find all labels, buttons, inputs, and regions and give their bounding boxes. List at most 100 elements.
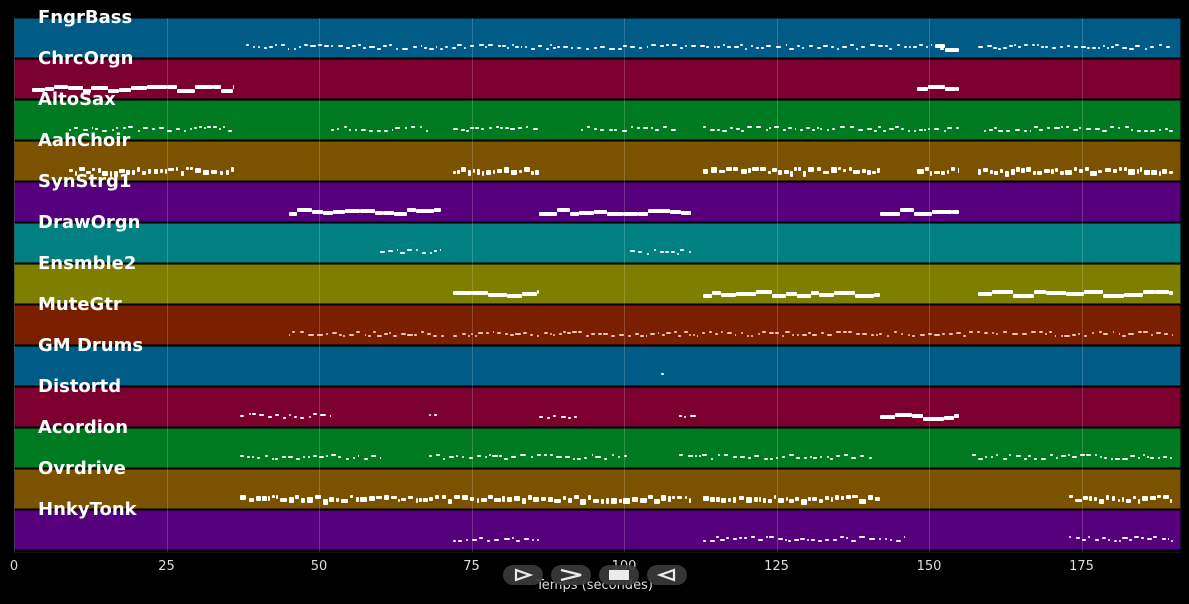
- note-mark: [374, 210, 383, 215]
- note-mark: [533, 496, 539, 502]
- note-mark: [787, 126, 792, 129]
- note-mark: [202, 170, 210, 176]
- note-mark: [434, 207, 441, 212]
- note-mark: [547, 417, 551, 420]
- note-mark: [646, 45, 649, 48]
- play-backward-control[interactable]: [647, 565, 687, 585]
- x-tick-label: 50: [310, 559, 328, 574]
- note-mark: [504, 458, 508, 461]
- note-mark: [924, 128, 927, 131]
- note-mark: [751, 44, 753, 47]
- note-mark: [858, 129, 864, 132]
- note-mark: [812, 456, 817, 459]
- note-mark: [203, 126, 206, 129]
- note-mark: [758, 332, 761, 335]
- note-mark: [1103, 333, 1109, 336]
- note-mark: [1051, 169, 1054, 175]
- note-mark: [781, 334, 785, 337]
- note-mark: [662, 126, 668, 129]
- note-mark: [394, 212, 408, 217]
- note-mark: [877, 44, 883, 47]
- note-mark: [728, 498, 732, 503]
- note-mark: [699, 45, 705, 48]
- note-mark: [534, 169, 539, 175]
- note-mark: [659, 44, 665, 47]
- note-mark: [462, 456, 465, 459]
- note-mark: [831, 497, 834, 503]
- note-mark: [1036, 171, 1043, 176]
- note-mark: [928, 127, 931, 130]
- note-mark: [593, 47, 597, 49]
- note-mark: [344, 125, 347, 128]
- note-mark: [211, 169, 218, 174]
- note-mark: [510, 127, 516, 130]
- note-mark: [537, 44, 543, 47]
- note-mark: [1088, 536, 1091, 538]
- forward-control[interactable]: [551, 565, 591, 585]
- note-mark: [453, 495, 460, 500]
- note-mark: [1153, 535, 1157, 538]
- note-mark: [383, 130, 389, 133]
- note-mark: [303, 44, 308, 47]
- note-mark: [1069, 536, 1072, 539]
- note-mark: [1144, 48, 1148, 51]
- play-forward-control[interactable]: [503, 565, 543, 585]
- note-mark: [859, 455, 865, 458]
- grid-line: [929, 18, 930, 552]
- note-mark: [472, 169, 475, 174]
- note-mark: [835, 455, 840, 458]
- note-mark: [916, 168, 924, 174]
- note-mark: [684, 45, 688, 48]
- note-mark: [267, 496, 271, 502]
- note-mark: [717, 46, 720, 49]
- note-mark: [1143, 129, 1149, 132]
- note-mark: [320, 413, 326, 416]
- note-mark: [1140, 166, 1143, 172]
- note-mark: [452, 47, 456, 50]
- note-mark: [885, 537, 888, 540]
- note-mark: [537, 334, 539, 337]
- note-mark: [841, 495, 844, 500]
- note-mark: [272, 494, 275, 498]
- note-mark: [599, 46, 605, 49]
- note-mark: [137, 167, 140, 173]
- note-mark: [904, 536, 906, 539]
- note-mark: [638, 47, 643, 50]
- note-mark: [397, 498, 401, 502]
- note-mark: [878, 126, 881, 129]
- note-mark: [259, 413, 264, 416]
- note-mark: [345, 458, 350, 461]
- note-mark: [888, 47, 892, 50]
- note-mark: [166, 129, 172, 132]
- note-mark: [563, 496, 567, 501]
- note-mark: [323, 210, 334, 215]
- note-mark: [741, 130, 745, 133]
- note-mark: [1049, 330, 1052, 333]
- note-mark: [333, 209, 346, 214]
- note-mark: [991, 332, 994, 335]
- note-mark: [949, 333, 954, 336]
- note-mark: [792, 333, 794, 336]
- note-mark: [631, 497, 638, 503]
- note-mark: [624, 455, 627, 458]
- note-mark: [660, 494, 666, 501]
- note-mark: [1086, 47, 1091, 50]
- note-mark: [329, 414, 332, 417]
- note-mark: [586, 334, 590, 337]
- note-mark: [665, 250, 670, 253]
- note-mark: [515, 333, 521, 336]
- note-mark: [1137, 456, 1141, 459]
- note-mark: [603, 458, 608, 461]
- note-mark: [283, 417, 286, 420]
- note-mark: [119, 88, 131, 93]
- note-mark: [714, 45, 716, 48]
- stop-control[interactable]: [599, 565, 639, 585]
- note-mark: [676, 252, 680, 255]
- note-mark: [1056, 457, 1058, 460]
- note-mark: [415, 497, 418, 503]
- note-mark: [449, 456, 454, 459]
- note-mark: [1064, 334, 1070, 337]
- note-mark: [1122, 537, 1128, 540]
- note-mark: [391, 128, 394, 131]
- note-mark: [345, 47, 350, 50]
